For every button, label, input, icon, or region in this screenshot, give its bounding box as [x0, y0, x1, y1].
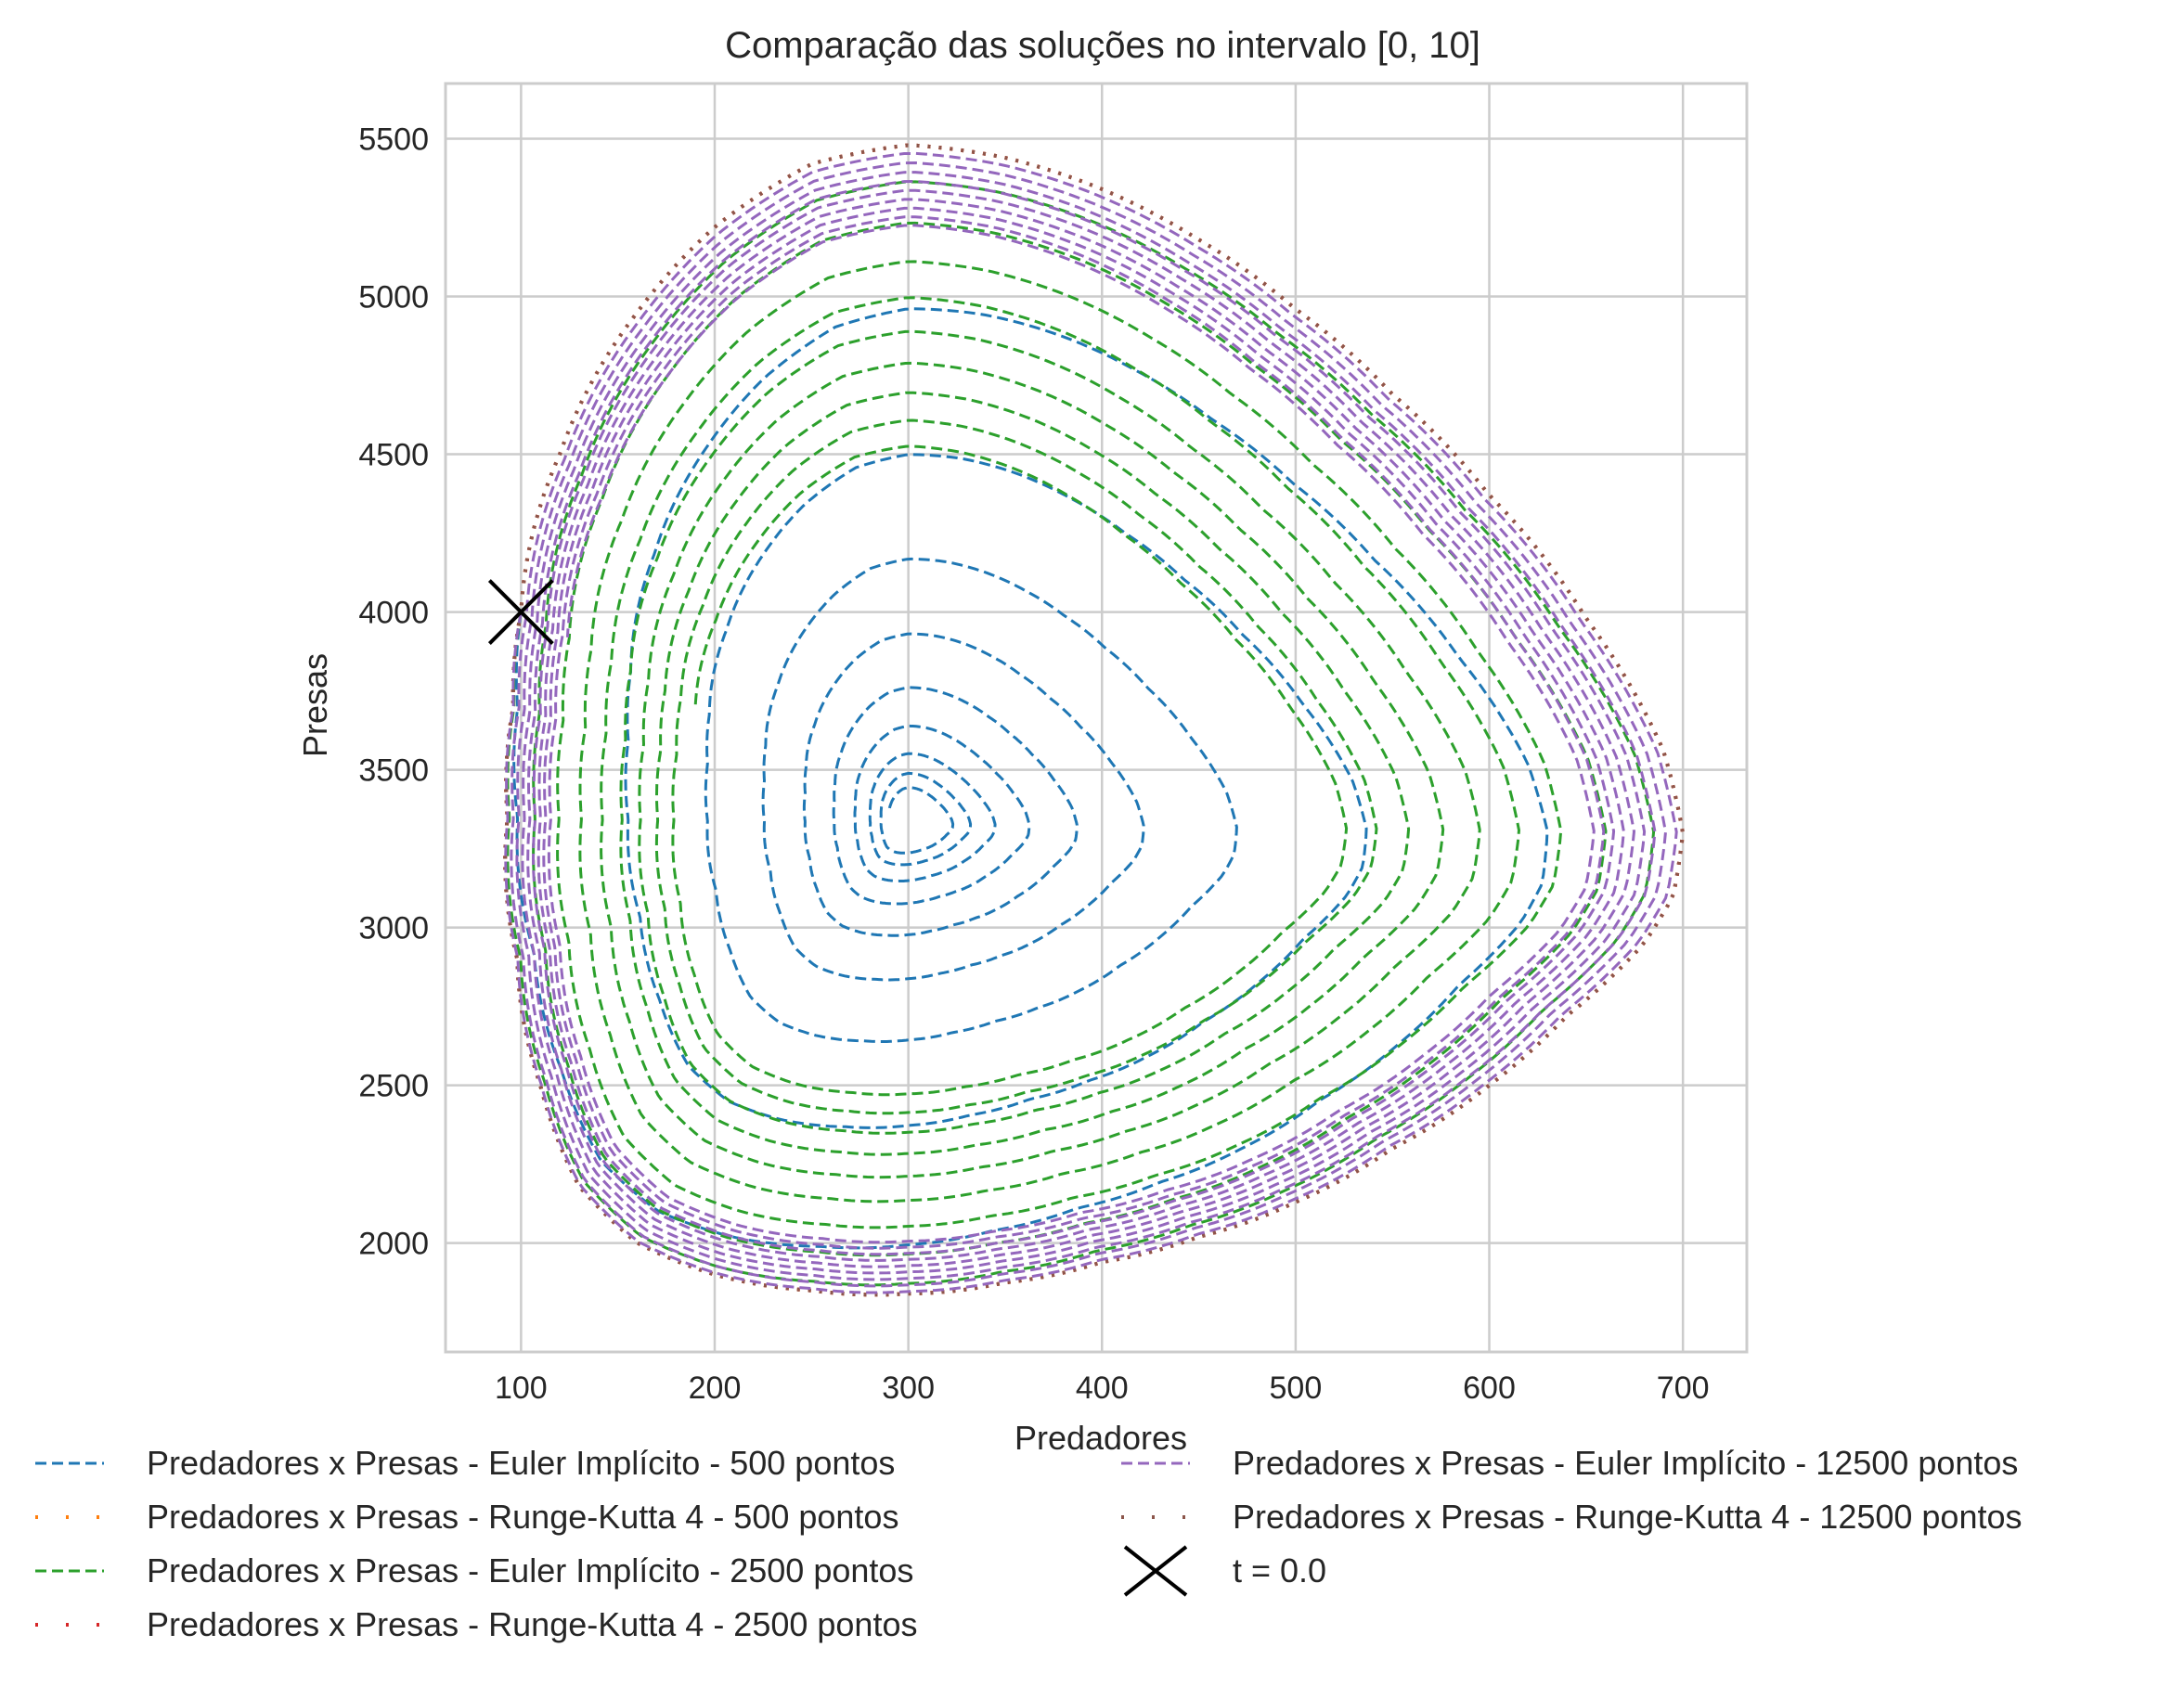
legend-item: t = 0.0	[1114, 1544, 2022, 1598]
legend: Predadores x Presas - Euler Implícito - …	[28, 1436, 2163, 1668]
legend-swatch	[1121, 1461, 1190, 1465]
legend-column-left: Predadores x Presas - Euler Implícito - …	[28, 1436, 917, 1652]
legend-item: Predadores x Presas - Euler Implícito - …	[1114, 1436, 2022, 1490]
y-tick-label: 3000	[358, 911, 429, 946]
start-marker	[487, 579, 554, 645]
legend-label: Predadores x Presas - Runge-Kutta 4 - 12…	[1233, 1498, 2022, 1536]
legend-label: t = 0.0	[1233, 1551, 1327, 1589]
x-axis-label: Predadores	[1014, 1419, 1187, 1457]
legend-item: Predadores x Presas - Runge-Kutta 4 - 25…	[28, 1598, 917, 1652]
y-tick-label: 4000	[358, 596, 429, 631]
legend-swatch	[35, 1461, 104, 1465]
legend-swatch	[1123, 1545, 1188, 1597]
series-line-4	[504, 151, 1678, 1294]
legend-label: Predadores x Presas - Euler Implícito - …	[147, 1444, 896, 1482]
x-tick-label: 100	[495, 1371, 548, 1406]
legend-item: Predadores x Presas - Runge-Kutta 4 - 12…	[1114, 1490, 2022, 1544]
legend-label: Predadores x Presas - Runge-Kutta 4 - 25…	[147, 1605, 918, 1643]
x-tick-label: 500	[1270, 1371, 1323, 1406]
x-tick-label: 200	[689, 1371, 742, 1406]
legend-swatch	[35, 1623, 104, 1627]
y-tick-label: 2000	[358, 1227, 429, 1262]
legend-item: Predadores x Presas - Euler Implícito - …	[28, 1544, 917, 1598]
y-tick-label: 5500	[358, 122, 429, 158]
start-marker-stroke	[487, 579, 554, 645]
y-tick-label: 3500	[358, 753, 429, 789]
y-tick-label: 4500	[358, 438, 429, 473]
legend-item: Predadores x Presas - Runge-Kutta 4 - 50…	[28, 1490, 917, 1544]
legend-column-right: Predadores x Presas - Euler Implícito - …	[1114, 1436, 2022, 1598]
x-tick-label: 600	[1463, 1371, 1516, 1406]
y-axis-label: Presas	[296, 653, 334, 757]
y-tick-label: 2500	[358, 1069, 429, 1104]
legend-swatch	[35, 1569, 104, 1573]
legend-swatch	[35, 1515, 104, 1519]
plot-area	[444, 82, 1749, 1354]
legend-swatch	[1121, 1515, 1190, 1519]
legend-label: Predadores x Presas - Runge-Kutta 4 - 50…	[147, 1498, 899, 1536]
x-tick-label: 300	[882, 1371, 935, 1406]
legend-item: Predadores x Presas - Euler Implícito - …	[28, 1436, 917, 1490]
y-tick-label: 5000	[358, 280, 429, 315]
legend-marker-stroke	[1123, 1545, 1188, 1597]
legend-label: Predadores x Presas - Euler Implícito - …	[147, 1551, 914, 1589]
series-line-2	[506, 180, 1656, 1287]
chart-title: Comparação das soluções no intervalo [0,…	[725, 25, 1480, 66]
x-tick-label: 700	[1657, 1371, 1710, 1406]
legend-label: Predadores x Presas - Euler Implícito - …	[1233, 1444, 2019, 1482]
x-tick-label: 400	[1076, 1371, 1129, 1406]
